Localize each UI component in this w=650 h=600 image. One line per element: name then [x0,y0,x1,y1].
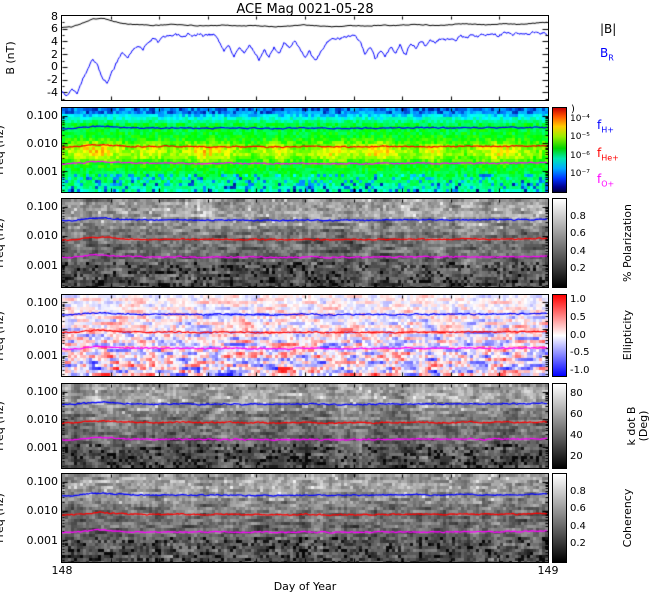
y-tick-label-freq: 0.010 [26,322,59,336]
y-tick-label-b: -2 [47,73,58,87]
freq-axis-label-coherency: Freq (Hz) [0,493,6,543]
colorbar-tick-label: 40 [570,430,583,442]
y-tick-label-b: 0 [51,60,58,74]
label-k-dot-b: k dot B (Deg) [625,406,650,446]
colorbar-tick-label: 1.0 [570,293,586,305]
colorbar-tick-label: 0.0 [570,329,586,341]
colorbar-tick-label: 20 [570,451,583,463]
overlay-label-f-hplus: fH+ [597,118,614,135]
colorbar-tick-label: 0.8 [570,485,586,497]
colorbar-tick-label: 80 [570,388,583,400]
panel-coherency [61,473,549,563]
x-tick-149: 149 [537,564,559,577]
colorbar-tick-label: 0.8 [570,210,586,222]
coherency-spectrogram-canvas [62,474,548,562]
y-tick-label-freq: 0.010 [26,229,59,243]
y-tick-label-b: 8 [51,9,58,23]
label-percent-polarization: % Polarization [621,204,634,282]
colorbar-tick-label: 60 [570,409,583,421]
kdotb-spectrogram-canvas [62,384,548,468]
legend-b-r: BR [600,46,614,63]
panel-power [61,107,549,193]
overlay-label-f-heplus: fHe+ [597,146,619,163]
colorbar-tick-label: 10⁻⁵ [570,132,590,143]
panel-ellipticity [61,294,549,377]
y-tick-label-freq: 0.001 [26,533,59,547]
colorbar-tick-label: 10⁻⁶ [570,150,590,161]
panel-kdotb [61,383,549,469]
y-tick-label-b: 2 [51,47,58,61]
y-tick-label-b: 6 [51,22,58,36]
panel-polarization [61,198,549,288]
y-tick-label-freq: 0.100 [26,295,59,309]
freq-axis-label-polarization: Freq (Hz) [0,218,6,268]
x-tick-148: 148 [51,564,73,577]
label-coherency: Coherency [621,488,634,548]
y-tick-label-freq: 0.100 [26,109,59,123]
kdotb-colorbar [552,383,567,469]
colorbar-tick-label: -0.5 [570,347,590,359]
y-tick-label-freq: 0.001 [26,258,59,272]
bfield-line-canvas [62,16,548,100]
power-colorbar [552,107,567,193]
y-tick-label-freq: 0.010 [26,136,59,150]
colorbar-tick-label: 0.2 [570,263,586,275]
colorbar-tick-label: 0.5 [570,311,586,323]
chart-title: ACE Mag 0021-05-28 [236,2,374,17]
freq-axis-label-kdotb: Freq (Hz) [0,401,6,451]
coherency-colorbar [552,473,567,563]
ellipticity-spectrogram-canvas [62,295,548,376]
polarization-spectrogram-canvas [62,199,548,287]
colorbar-tick-label: -1.0 [570,365,590,377]
colorbar-tick-label: 0.4 [570,520,586,532]
y-tick-label-freq: 0.001 [26,164,59,178]
freq-axis-label-power: Freq (Hz) [0,125,6,175]
legend-b-mag: |B| [600,22,617,36]
y-tick-label-b: -4 [47,85,58,99]
x-axis-label: Day of Year [273,580,337,593]
y-tick-label-freq: 0.001 [26,440,59,454]
overlay-label-f-oplus: fO+ [597,172,615,189]
ellipticity-colorbar [552,294,567,377]
y-tick-label-freq: 0.100 [26,385,59,399]
y-tick-label-freq: 0.001 [26,349,59,363]
y-tick-label-freq: 0.100 [26,475,59,489]
freq-axis-label-ellipticity: Freq (Hz) [0,311,6,361]
colorbar-tick-label: 0.4 [570,245,586,257]
panel-bfield [61,15,549,101]
colorbar-tick-label: 0.2 [570,538,586,550]
power-colorbar-title: ) [571,104,575,115]
colorbar-tick-label: 10⁻⁴ [570,113,590,124]
y-tick-label-freq: 0.010 [26,504,59,518]
label-ellipticity: Ellipticity [621,309,634,361]
y-tick-label-freq: 0.010 [26,412,59,426]
y-tick-label-freq: 0.100 [26,200,59,214]
colorbar-tick-label: 0.6 [570,503,586,515]
y-tick-label-b: 4 [51,34,58,48]
polarization-colorbar [552,198,567,288]
colorbar-tick-label: 10⁻⁷ [570,169,590,180]
colorbar-tick-label: 0.6 [570,228,586,240]
power-spectrogram-canvas [62,108,548,192]
